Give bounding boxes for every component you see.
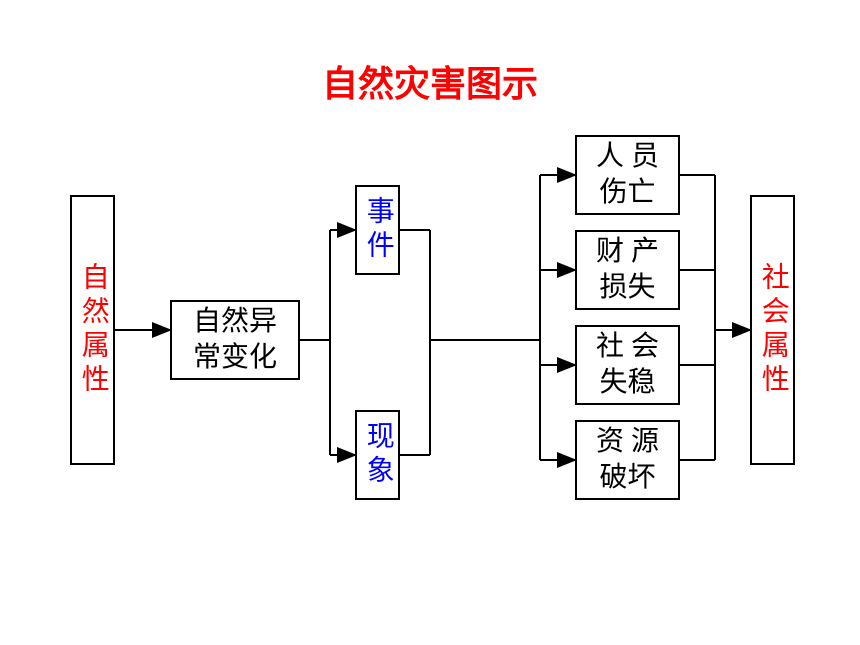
node-event: 事件 (355, 185, 400, 275)
node-natural_attr: 自然属性 (70, 195, 115, 465)
node-abnormal: 自然异常变化 (170, 300, 300, 380)
node-property: 财 产损失 (575, 230, 680, 310)
node-casualties: 人 员伤亡 (575, 135, 680, 215)
node-social_instab: 社 会失稳 (575, 325, 680, 405)
node-phenomenon: 现象 (355, 410, 400, 500)
diagram-title: 自然灾害图示 (0, 55, 860, 107)
node-social_attr: 社会属性 (750, 195, 795, 465)
node-resource: 资 源破坏 (575, 420, 680, 500)
